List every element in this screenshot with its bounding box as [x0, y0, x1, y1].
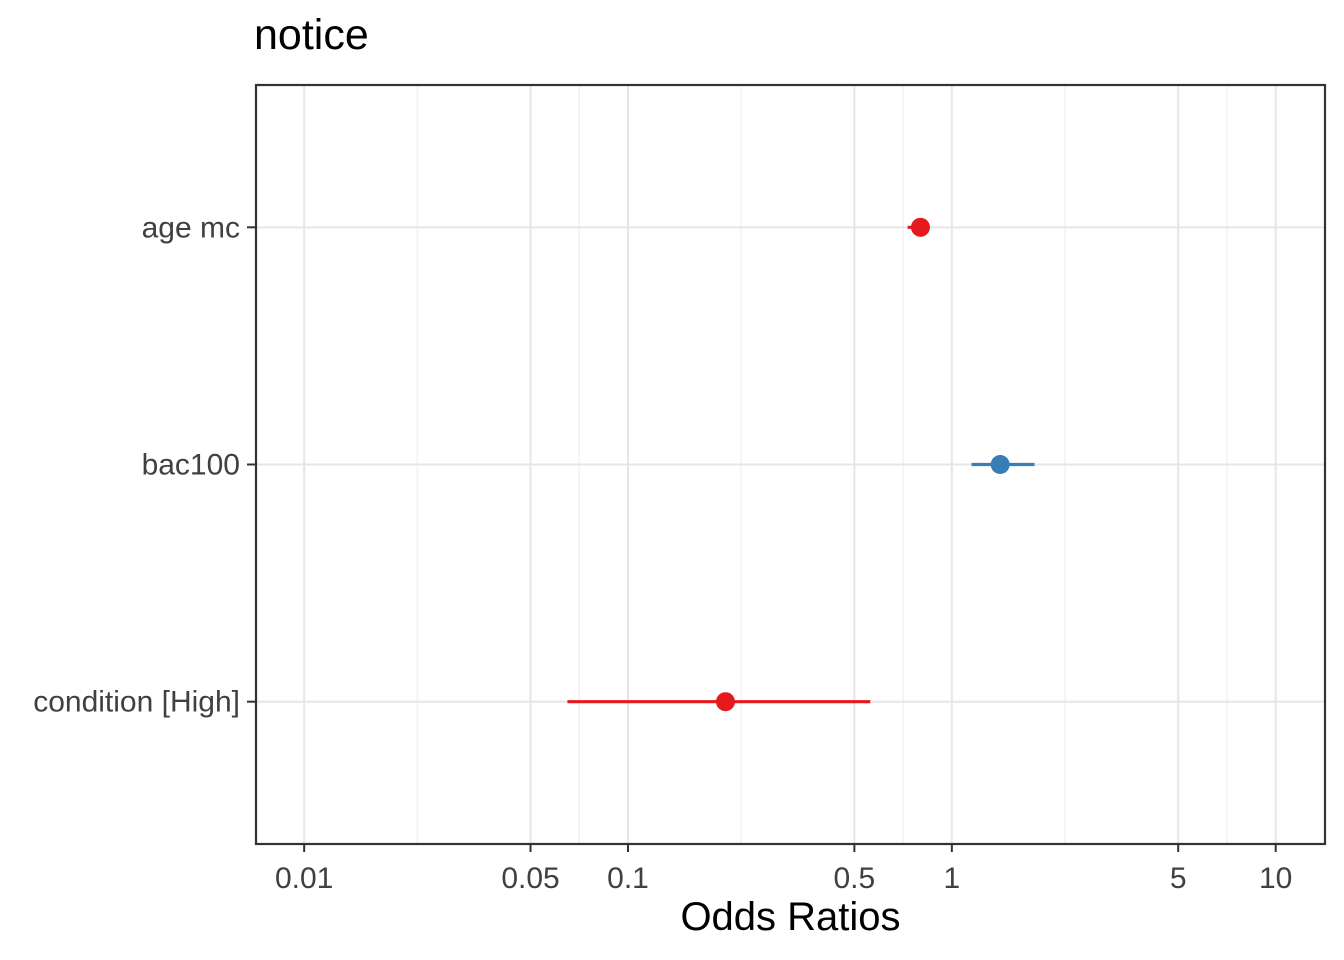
x-tick-label: 10 — [1259, 862, 1292, 895]
y-axis-label: condition [High] — [33, 686, 240, 719]
plot-title: notice — [254, 11, 369, 59]
point-estimate — [910, 217, 930, 237]
point-estimate — [715, 692, 735, 712]
x-axis-title: Odds Ratios — [680, 895, 901, 939]
x-tick-label: 1 — [944, 862, 961, 895]
y-axis-label: bac100 — [142, 449, 240, 482]
x-tick-label: 0.1 — [607, 862, 649, 895]
point-estimate — [990, 455, 1010, 474]
x-tick-label: 0.01 — [275, 862, 333, 895]
y-axis-label: age mc — [142, 211, 240, 244]
x-tick-label: 0.05 — [501, 862, 559, 895]
x-tick-label: 0.5 — [834, 862, 876, 895]
x-tick-label: 5 — [1170, 862, 1187, 895]
